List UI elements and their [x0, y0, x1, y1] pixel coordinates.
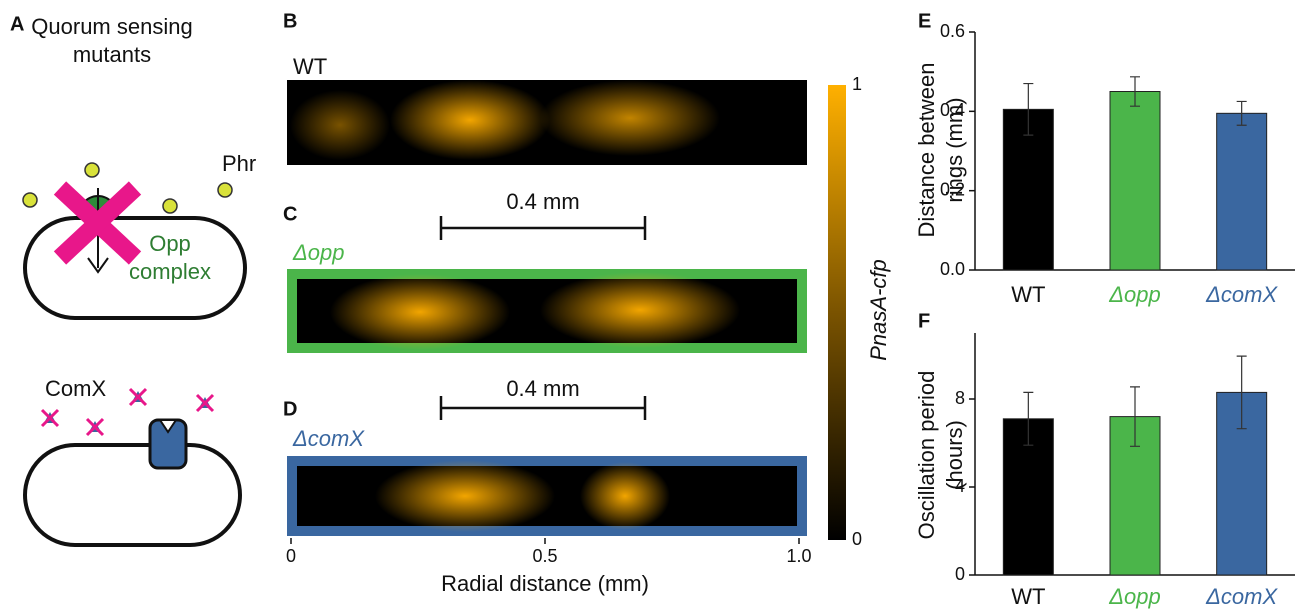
y-axis-label: Oscillation period	[914, 371, 939, 540]
panel-letter: C	[283, 203, 297, 225]
error-bar	[1023, 391, 1034, 446]
x-axis-label: Radial distance (mm)	[441, 571, 649, 596]
panel-title: mutants	[73, 42, 151, 67]
ring	[375, 460, 555, 532]
y-axis-label: rings (mm)	[942, 97, 967, 202]
colorbar-label: PnasA-cfp	[866, 259, 891, 361]
x-tick-label: Δopp	[1108, 282, 1160, 307]
error-bar	[1130, 76, 1140, 107]
ring	[540, 80, 720, 156]
error-bar	[1236, 355, 1247, 430]
ring	[540, 272, 740, 348]
x-tick-label: ΔcomX	[1205, 282, 1278, 307]
bar	[1002, 108, 1054, 271]
strain-label: ΔcomX	[292, 426, 365, 451]
panel-letter: E	[918, 10, 931, 32]
arrow-head	[87, 257, 109, 274]
cell	[23, 216, 247, 320]
colorbar	[828, 85, 846, 540]
scale-label: 0.4 mm	[506, 189, 579, 214]
strain-label: Δopp	[292, 240, 344, 265]
image-panels: B WT C 0.4 mm Δopp D 0.4 mm ΔcomX 0 0.5 …	[283, 10, 891, 596]
colorbar-tick: 1	[852, 74, 862, 94]
panel-a: A Quorum sensing mutants Phr Opp complex…	[10, 13, 256, 547]
x-tick-label: WT	[1011, 584, 1045, 609]
label: Phr	[222, 151, 256, 176]
y-tick-label: 0.6	[940, 21, 965, 41]
panel-letter: D	[283, 398, 297, 420]
x-tick-label: ΔcomX	[1205, 584, 1278, 609]
error-bar	[1236, 100, 1247, 126]
x-ticks	[290, 538, 800, 544]
x-tick-label: Δopp	[1108, 584, 1160, 609]
y-tick-label: 0	[955, 564, 965, 584]
ring	[390, 80, 550, 160]
ring	[290, 90, 390, 160]
comx-peptides	[40, 387, 215, 437]
receptor-pocket	[158, 419, 178, 434]
scale-bar	[439, 396, 647, 420]
y-tick-label: 8	[955, 388, 965, 408]
panel-title: Quorum sensing	[31, 14, 192, 39]
colorbar-tick: 0	[852, 529, 862, 549]
y-tick-label: 0.4	[940, 100, 965, 120]
error-bar	[1023, 82, 1034, 136]
error-bar	[1130, 386, 1140, 447]
x-tick-label: WT	[1011, 282, 1045, 307]
label: ComX	[45, 376, 106, 401]
ring	[580, 462, 670, 530]
strain-label: WT	[293, 54, 327, 79]
panel-letter: A	[10, 13, 24, 35]
y-tick-label: 0.2	[940, 179, 965, 199]
y-axis-label: Distance between	[914, 63, 939, 238]
y-tick-label: 0.0	[940, 259, 965, 279]
label: complex	[129, 259, 211, 284]
x-tick-label: 0.5	[532, 546, 557, 566]
cell	[23, 443, 242, 547]
scale-bar	[439, 216, 647, 240]
phr-peptides	[22, 162, 233, 214]
bar	[1216, 112, 1268, 271]
bar	[1109, 91, 1161, 271]
panel-letter: F	[918, 310, 930, 332]
x-tick-label: 1.0	[786, 546, 811, 566]
y-tick-label: 4	[955, 476, 965, 496]
scale-label: 0.4 mm	[506, 376, 579, 401]
x-tick-label: 0	[286, 546, 296, 566]
label: Opp	[149, 231, 191, 256]
ring	[330, 274, 510, 350]
cross	[53, 181, 142, 265]
y-axis-label: (hours)	[942, 420, 967, 490]
panel-letter: B	[283, 10, 297, 32]
